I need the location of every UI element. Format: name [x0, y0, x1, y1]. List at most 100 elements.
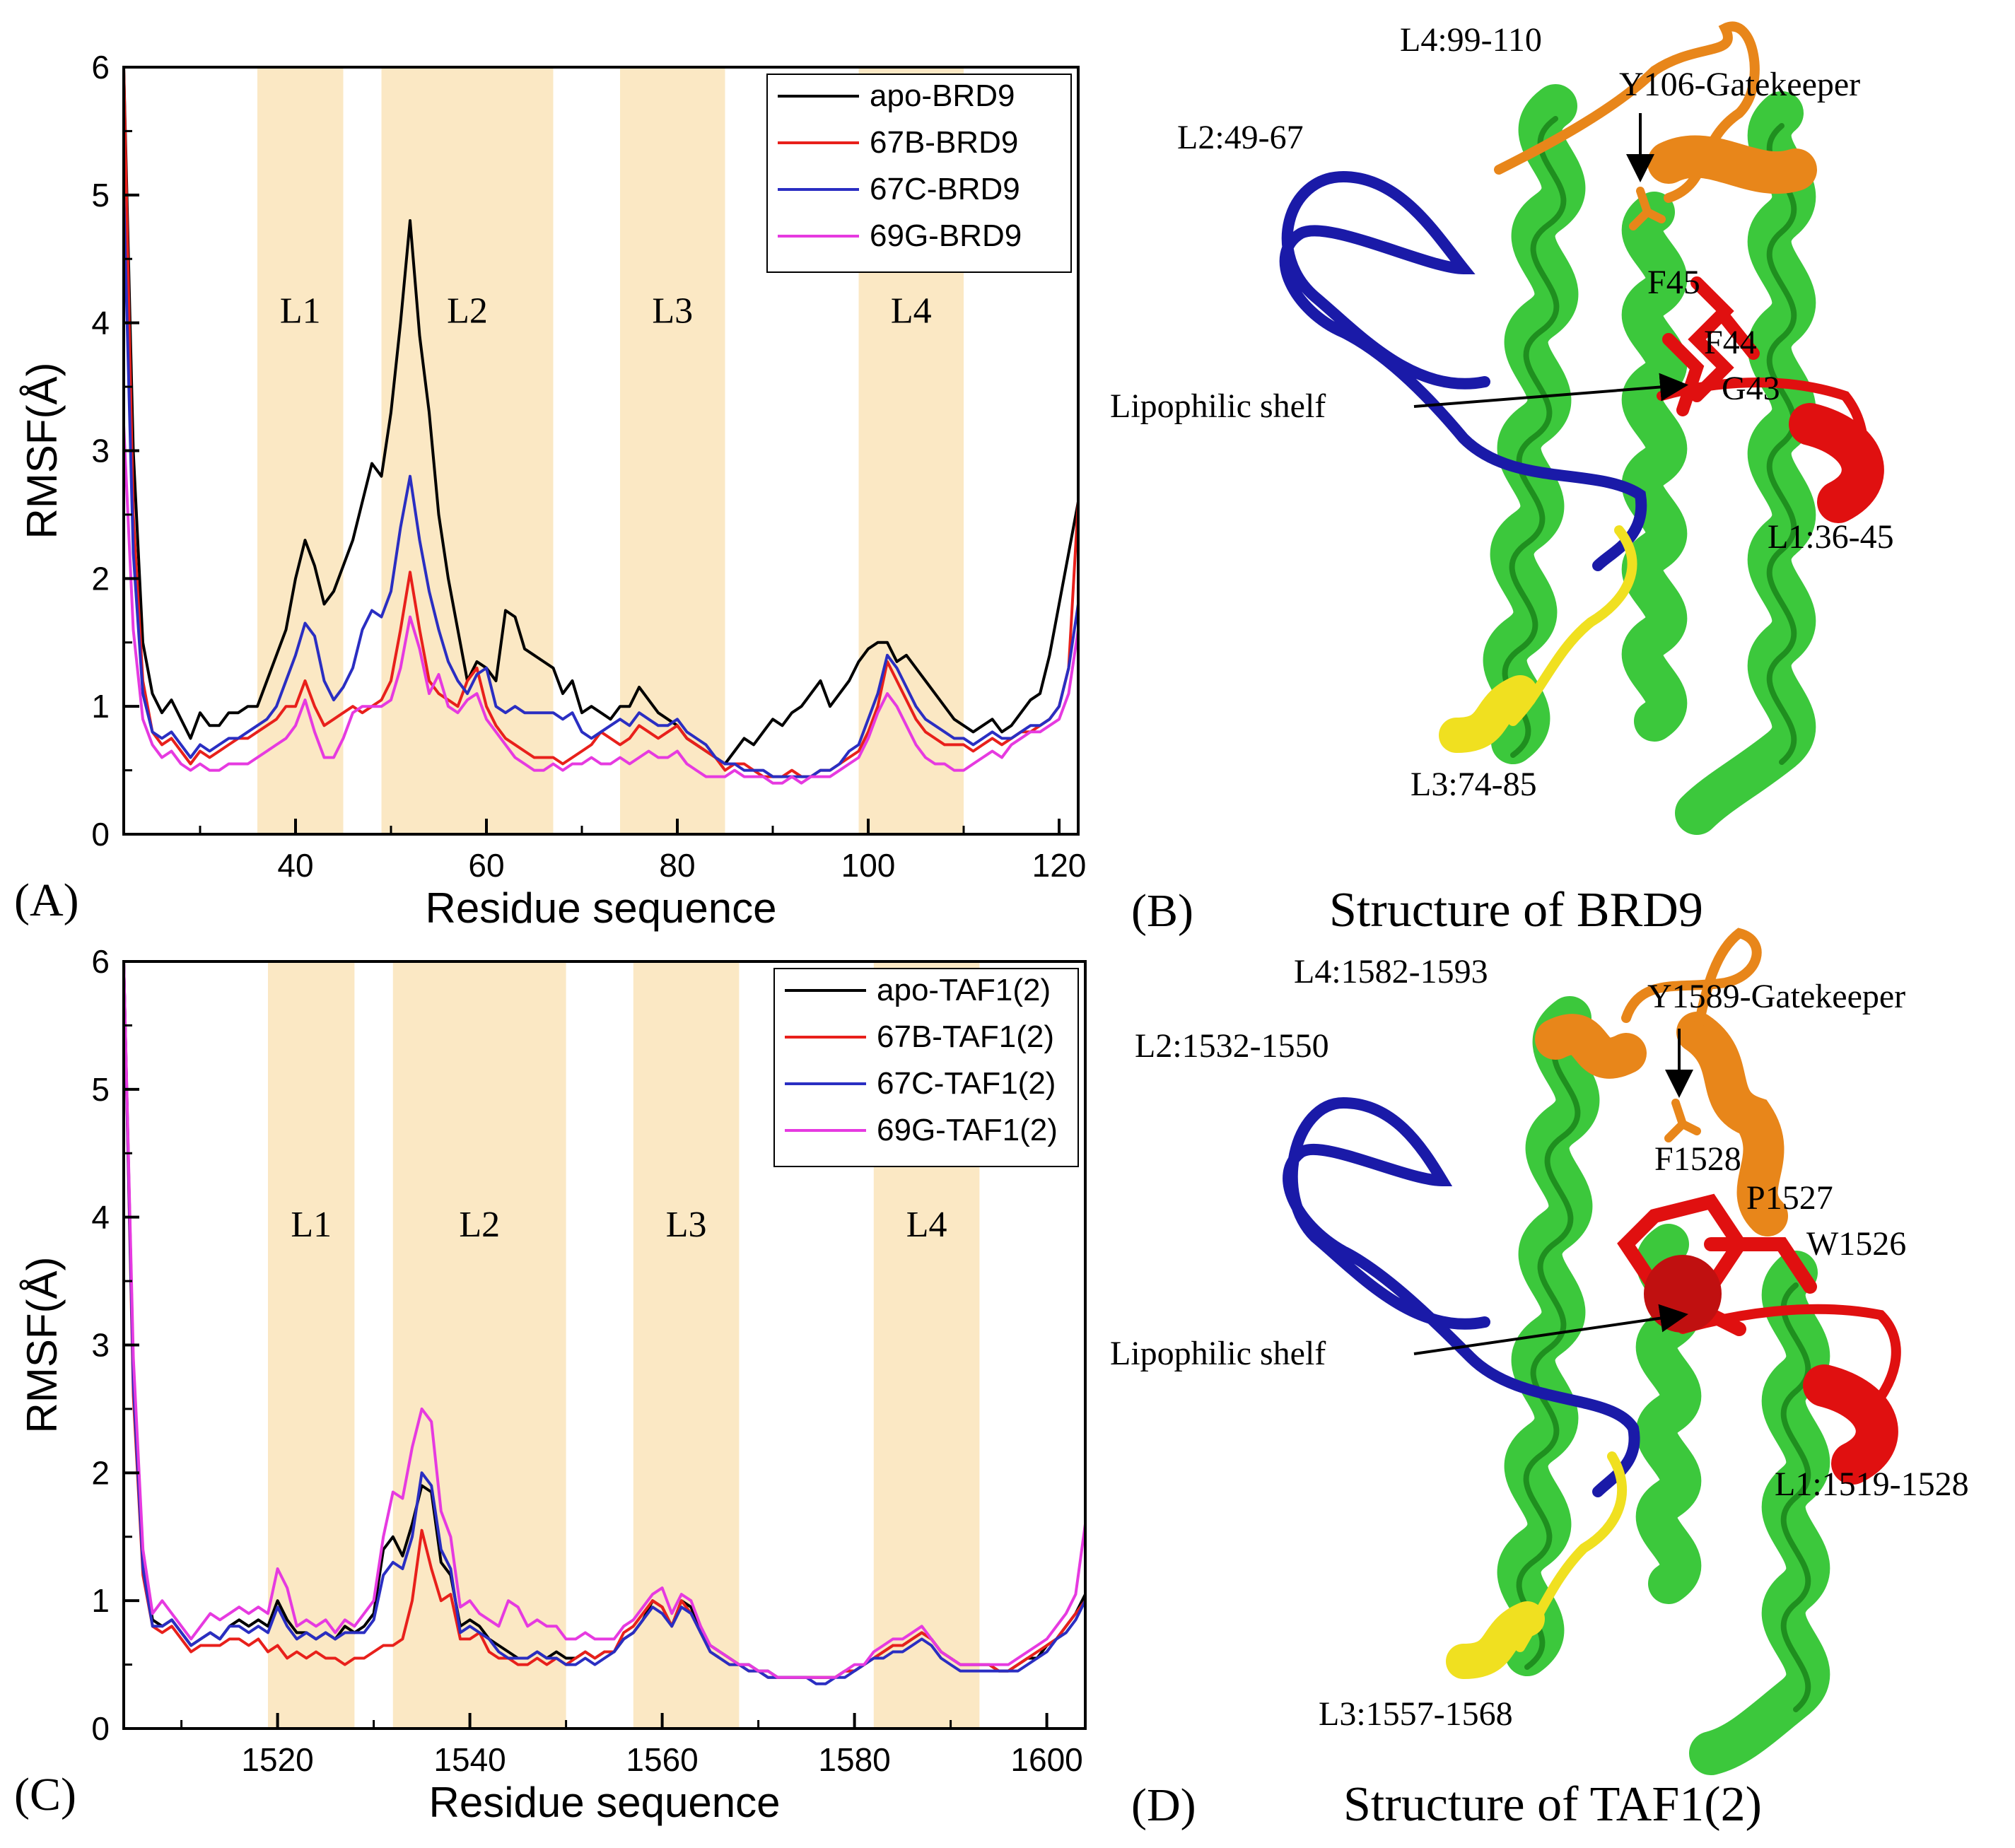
- region-band-l3: [620, 67, 725, 834]
- rmsf-chart-taf1: 1520 1540 1560 1580 1600 0 1 2 3 4 5 6 L1 L2 L3 L4 Res…: [14, 943, 1087, 1826]
- loop-l3-helix: [1439, 675, 1538, 753]
- y-tick-label: 4: [91, 305, 110, 341]
- legend-entry: 67C-TAF1(2): [877, 1066, 1056, 1101]
- label-l2: L2:1532-1550: [1135, 1027, 1329, 1065]
- loop-l1-helix: [1803, 1364, 1898, 1485]
- legend-entry: apo-BRD9: [870, 78, 1015, 113]
- helix-left-edge: [1516, 1028, 1581, 1670]
- x-tick-label: 1520: [241, 1741, 313, 1778]
- loop-l4-helix: [1647, 135, 1817, 194]
- x-tick-label: 40: [277, 847, 313, 884]
- y-tick-label: 6: [91, 49, 110, 86]
- x-tick-label: 1580: [818, 1741, 890, 1778]
- x-tick-label: 80: [659, 847, 695, 884]
- label-l4: L4:1582-1593: [1294, 953, 1488, 990]
- label-l1: L1:36-45: [1768, 518, 1894, 556]
- region-band-l1: [257, 67, 344, 834]
- panel-label-a: (A): [14, 875, 79, 926]
- y-tick-label: 5: [91, 1071, 110, 1108]
- structure-title-brd9: Structure of BRD9: [1329, 883, 1703, 937]
- legend-entry: 67B-TAF1(2): [877, 1019, 1054, 1054]
- series-line-1: [122, 961, 1087, 1679]
- x-axis-label: Residue sequence: [425, 884, 776, 932]
- y-tick-label: 1: [91, 1582, 110, 1619]
- panel-label-d: (D): [1131, 1779, 1196, 1831]
- structure-title-taf1: Structure of TAF1(2): [1343, 1777, 1762, 1832]
- x-tick-label: 1600: [1010, 1741, 1082, 1778]
- rmsf-series-lines: [122, 961, 1087, 1685]
- label-f44: F44: [1704, 324, 1757, 361]
- y-tick-label: 2: [91, 560, 110, 597]
- label-l3: L3:1557-1568: [1319, 1695, 1513, 1733]
- helix-left: [1483, 84, 1586, 764]
- label-p1527: P1527: [1746, 1179, 1833, 1217]
- label-l1: L1:1519-1528: [1775, 1466, 1969, 1503]
- x-tick-label: 1560: [626, 1741, 698, 1778]
- legend-entry: 69G-TAF1(2): [877, 1113, 1058, 1147]
- loop-l3-helix: [1446, 1601, 1545, 1679]
- region-label-l2: L2: [459, 1205, 500, 1245]
- y-tick-label: 0: [91, 816, 110, 853]
- x-tick-label: 1540: [433, 1741, 506, 1778]
- label-l4: L4:99-110: [1400, 21, 1542, 59]
- helix-cartoon: [1279, 21, 1884, 835]
- legend: apo-TAF1(2) 67B-TAF1(2) 67C-TAF1(2) 69G-TAF…: [773, 968, 1079, 1167]
- legend-entry: apo-TAF1(2): [877, 973, 1051, 1007]
- x-tick-label: 100: [841, 847, 896, 884]
- rmsf-chart-brd9: 40 60 80 100 120 0 1 2 3 4 5 6 L1 L2 L3 L4 Residue seq…: [14, 49, 1086, 932]
- axis-ticks: 40 60 80 100 120 0 1 2 3 4 5 6: [91, 49, 1086, 884]
- region-labels: L1 L2 L3 L4: [291, 1205, 947, 1245]
- helix-right-edge: [1766, 123, 1797, 765]
- label-l3: L3:74-85: [1410, 766, 1537, 803]
- region-band-l2: [381, 67, 554, 834]
- y-tick-label: 5: [91, 177, 110, 214]
- loop-l1-helix: [1789, 403, 1884, 523]
- label-l2: L2:49-67: [1177, 119, 1304, 156]
- label-gatekeeper: Y106-Gatekeeper: [1619, 66, 1860, 103]
- label-shelf: Lipophilic shelf: [1110, 387, 1326, 425]
- structure-taf1: L4:1582-1593 Y1589-Gatekeeper L2:1532-15…: [1110, 928, 1969, 1832]
- shelf-blob: [1644, 1255, 1722, 1333]
- region-label-l4: L4: [906, 1205, 947, 1245]
- region-band-l2: [392, 961, 566, 1729]
- helix-right-edge: [1780, 1282, 1811, 1712]
- y-axis-label: RMSF(Å): [18, 1257, 66, 1434]
- legend-entry: 69G-BRD9: [870, 218, 1022, 253]
- legend-entry: 67B-BRD9: [870, 125, 1018, 160]
- region-label-l2: L2: [447, 291, 488, 332]
- label-f1528: F1528: [1654, 1140, 1741, 1178]
- legend-entry: 67C-BRD9: [870, 172, 1020, 206]
- series-line-2: [122, 194, 1080, 778]
- region-label-l3: L3: [666, 1205, 707, 1245]
- legend-box: [766, 74, 1072, 273]
- helix-right: [1689, 1251, 1830, 1775]
- label-gatekeeper: Y1589-Gatekeeper: [1647, 978, 1905, 1015]
- gatekeeper-residue: [1629, 187, 1666, 230]
- series-line-3: [122, 961, 1087, 1679]
- axis-ticks: 1520 1540 1560 1580 1600 0 1 2 3 4 5 6: [91, 943, 1082, 1778]
- y-tick-label: 0: [91, 1710, 110, 1747]
- label-g43: G43: [1722, 370, 1780, 407]
- rmsf-series-lines: [122, 66, 1080, 785]
- region-label-l1: L1: [291, 1205, 332, 1245]
- structure-brd9: L4:99-110 Y106-Gatekeeper L2:49-67 F45 F…: [1110, 21, 1894, 937]
- region-band-l1: [268, 961, 355, 1729]
- helix-cartoon: [1283, 928, 1901, 1775]
- legend-box: [773, 968, 1079, 1167]
- legend: apo-BRD9 67B-BRD9 67C-BRD9 69G-BRD9: [766, 74, 1072, 273]
- helix-middle: [1621, 192, 1688, 742]
- y-tick-label: 6: [91, 943, 110, 980]
- series-line-3: [122, 425, 1080, 785]
- y-tick-label: 3: [91, 433, 110, 469]
- helix-left: [1497, 996, 1600, 1676]
- region-label-l1: L1: [280, 291, 321, 332]
- label-shelf: Lipophilic shelf: [1110, 1335, 1326, 1372]
- y-axis-label: RMSF(Å): [18, 363, 66, 539]
- gatekeeper-residue: [1664, 1099, 1701, 1142]
- x-axis-label: Residue sequence: [428, 1779, 780, 1826]
- panel-label-c: (C): [14, 1769, 76, 1820]
- shelf-arrow: [1413, 1304, 1688, 1355]
- series-line-2: [122, 961, 1087, 1685]
- y-tick-label: 4: [91, 1199, 110, 1236]
